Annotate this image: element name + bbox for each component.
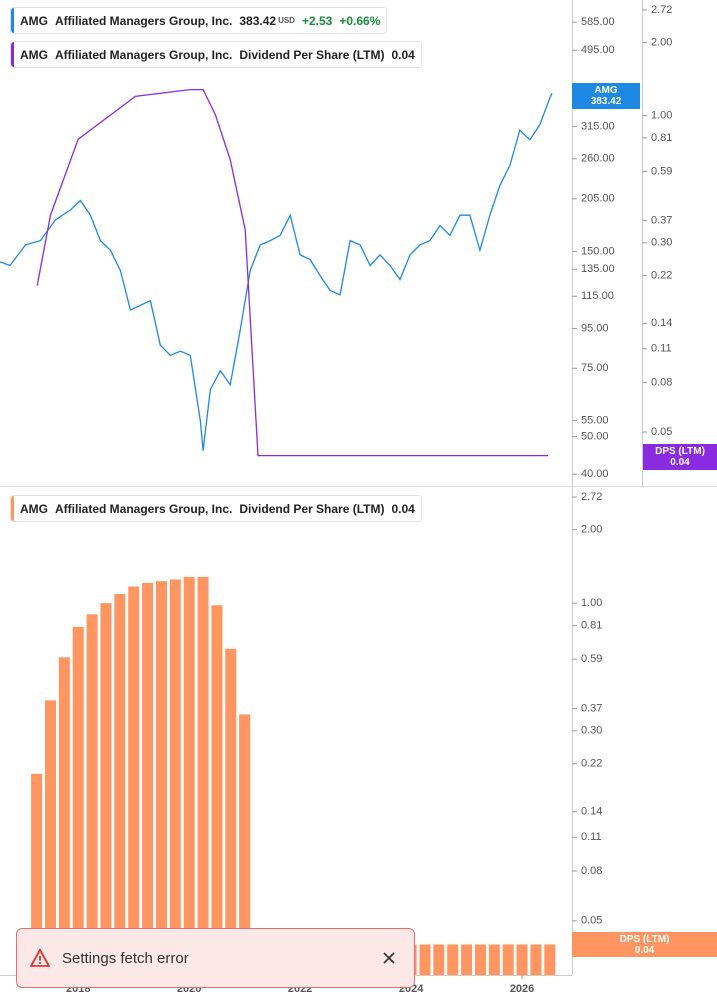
y-tick-label: 0.05 bbox=[651, 426, 672, 438]
metric: Dividend Per Share (LTM) bbox=[239, 501, 385, 516]
bar bbox=[100, 603, 112, 975]
bar bbox=[142, 582, 154, 975]
legend-dps: AMG Affiliated Managers Group, Inc. Divi… bbox=[10, 41, 422, 68]
currency: USD bbox=[278, 16, 295, 25]
y-tick-label: 2.00 bbox=[651, 36, 672, 48]
y-tick-label: 135.00 bbox=[581, 263, 615, 275]
y-tick-label: 0.30 bbox=[651, 237, 672, 249]
y-tick-label: 0.14 bbox=[581, 806, 602, 818]
tag-value: 0.04 bbox=[634, 945, 655, 956]
company: Affiliated Managers Group, Inc. bbox=[55, 13, 233, 28]
y-tick-label: 2.00 bbox=[581, 524, 602, 536]
tag-label: DPS (LTM) bbox=[619, 934, 670, 945]
bar bbox=[474, 944, 486, 975]
dps-value: 0.04 bbox=[391, 47, 415, 62]
error-toast: Settings fetch error bbox=[16, 928, 415, 988]
y-tick-label: 0.59 bbox=[651, 165, 672, 177]
y-tick-label: 1.00 bbox=[651, 110, 672, 122]
bar bbox=[44, 700, 56, 975]
bar bbox=[72, 626, 84, 975]
price-tag: AMG 383.42 bbox=[572, 83, 640, 109]
bar bbox=[239, 714, 251, 975]
bar bbox=[447, 944, 459, 975]
x-tick-label: 2026 bbox=[510, 983, 534, 995]
bar bbox=[488, 944, 500, 975]
y-tick-label: 2.72 bbox=[581, 491, 602, 503]
bar bbox=[31, 773, 43, 975]
y-tick-label: 40.00 bbox=[581, 468, 609, 480]
bar bbox=[530, 944, 542, 975]
y-tick-label: 115.00 bbox=[581, 290, 614, 302]
metric: Dividend Per Share (LTM) bbox=[239, 47, 385, 62]
bar bbox=[419, 944, 431, 975]
bar bbox=[86, 614, 98, 975]
y-tick-label: 205.00 bbox=[581, 193, 615, 205]
legend-price: AMG Affiliated Managers Group, Inc. 383.… bbox=[10, 7, 388, 34]
y-tick-label: 0.05 bbox=[581, 915, 602, 927]
y-tick-label: 0.30 bbox=[581, 725, 602, 737]
toast-message: Settings fetch error bbox=[62, 949, 189, 967]
price: 383.42 bbox=[239, 13, 277, 28]
bar bbox=[516, 944, 528, 975]
company: Affiliated Managers Group, Inc. bbox=[55, 47, 233, 62]
symbol: AMG bbox=[20, 47, 48, 62]
y-tick-label: 0.08 bbox=[651, 376, 672, 388]
y-tick-label: 150.00 bbox=[581, 245, 615, 257]
bar bbox=[461, 944, 473, 975]
y-tick-label: 75.00 bbox=[581, 362, 609, 374]
y-tick-label: 0.37 bbox=[581, 702, 602, 714]
change: +2.53 bbox=[301, 13, 333, 28]
bar bbox=[211, 605, 223, 975]
bar bbox=[169, 579, 181, 975]
legend-dps-bars: AMG Affiliated Managers Group, Inc. Divi… bbox=[10, 495, 422, 522]
dps-tag: DPS (LTM) 0.04 bbox=[643, 444, 717, 470]
change-pct: +0.66% bbox=[339, 13, 381, 28]
dps-bar-tag: DPS (LTM) 0.04 bbox=[572, 932, 717, 957]
company: Affiliated Managers Group, Inc. bbox=[55, 501, 233, 516]
bar bbox=[114, 594, 126, 975]
y-tick-label: 55.00 bbox=[581, 414, 609, 426]
y-tick-label: 1.00 bbox=[581, 597, 602, 609]
bar bbox=[544, 944, 556, 975]
y-tick-label: 495.00 bbox=[581, 44, 615, 56]
y-tick-label: 0.08 bbox=[581, 865, 602, 877]
tag-label: DPS (LTM) bbox=[655, 446, 705, 457]
y-tick-label: 0.59 bbox=[581, 653, 602, 665]
bar bbox=[225, 648, 237, 975]
y-tick-label: 2.72 bbox=[651, 4, 672, 16]
y-tick-label: 0.22 bbox=[581, 758, 602, 770]
line-series bbox=[36, 88, 549, 457]
y-tick-label: 50.00 bbox=[581, 431, 609, 443]
symbol: AMG bbox=[20, 501, 48, 516]
line-series bbox=[0, 93, 553, 451]
y-tick-label: 260.00 bbox=[581, 153, 615, 165]
dps-value: 0.04 bbox=[391, 501, 415, 516]
bar bbox=[128, 586, 140, 975]
bar bbox=[502, 944, 514, 975]
close-button[interactable] bbox=[382, 951, 396, 965]
bar bbox=[197, 576, 209, 975]
y-tick-label: 585.00 bbox=[581, 16, 615, 28]
y-tick-label: 0.22 bbox=[651, 269, 672, 281]
y-tick-label: 0.81 bbox=[581, 619, 602, 631]
y-tick-label: 315.00 bbox=[581, 120, 615, 132]
y-tick-label: 0.11 bbox=[581, 831, 602, 843]
bar bbox=[433, 944, 445, 975]
bar bbox=[155, 581, 167, 975]
tag-value: 0.04 bbox=[670, 457, 690, 468]
y-tick-label: 0.14 bbox=[651, 317, 672, 329]
symbol: AMG bbox=[20, 13, 48, 28]
bar bbox=[58, 657, 70, 975]
tag-value: 383.42 bbox=[590, 96, 622, 107]
warning-icon bbox=[30, 949, 50, 967]
y-tick-label: 95.00 bbox=[581, 322, 609, 334]
tag-symbol: AMG bbox=[594, 85, 618, 96]
y-tick-label: 0.37 bbox=[651, 215, 672, 227]
bar bbox=[183, 576, 195, 975]
y-tick-label: 0.81 bbox=[651, 132, 672, 144]
y-tick-label: 0.11 bbox=[651, 343, 672, 355]
